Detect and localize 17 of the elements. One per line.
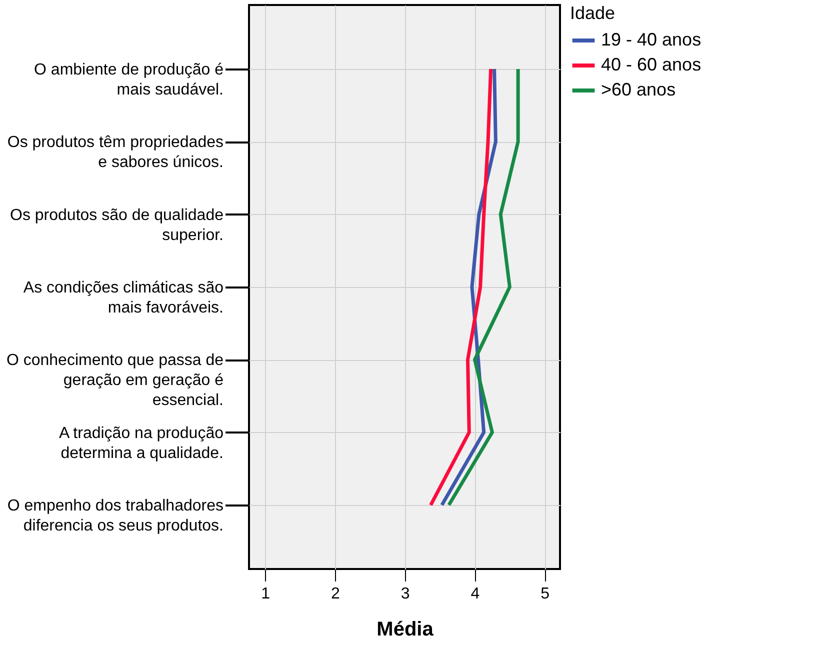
y-tick-label: As condições climáticas são mais favoráveis. — [23, 280, 224, 316]
x-tick-label: 1 — [261, 586, 270, 602]
legend-label: 19 - 40 anos — [601, 30, 702, 50]
y-tick-label: Os produtos são de qualidade superior. — [10, 206, 224, 244]
y-tick-label: Os produtos têm propriedades e sabores únicos. — [7, 134, 224, 172]
x-tick-label: 4 — [470, 586, 480, 602]
x-tick-label: 5 — [540, 586, 550, 602]
y-tick-label: O conhecimento que passa de geração em geração é essencial. — [6, 352, 224, 410]
x-axis-title: Média — [376, 618, 434, 640]
legend-label: >60 anos — [601, 80, 676, 100]
legend-label: 40 - 60 anos — [601, 54, 702, 74]
y-tick-label: O ambiente de produção é mais saudável. — [34, 61, 224, 98]
y-tick-label: A tradição na produção determina a qualidade. — [58, 424, 224, 462]
x-tick-label: 2 — [331, 586, 340, 602]
y-tick-label: O empenho dos trabalhadores diferencia os seus produtos. — [7, 498, 224, 535]
x-tick-label: 3 — [400, 586, 410, 602]
legend-title: Idade — [570, 3, 616, 23]
